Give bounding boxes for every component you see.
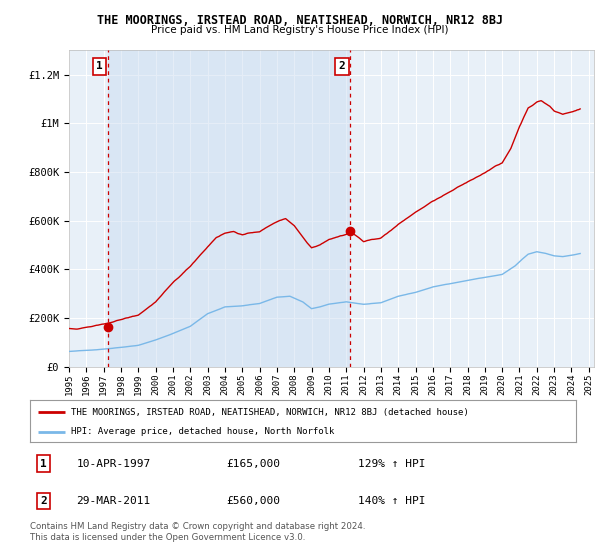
Text: THE MOORINGS, IRSTEAD ROAD, NEATISHEAD, NORWICH, NR12 8BJ: THE MOORINGS, IRSTEAD ROAD, NEATISHEAD, … (97, 14, 503, 27)
Text: Price paid vs. HM Land Registry's House Price Index (HPI): Price paid vs. HM Land Registry's House … (151, 25, 449, 35)
Text: 10-APR-1997: 10-APR-1997 (76, 459, 151, 469)
Text: HPI: Average price, detached house, North Norfolk: HPI: Average price, detached house, Nort… (71, 427, 334, 436)
Text: 129% ↑ HPI: 129% ↑ HPI (358, 459, 425, 469)
Text: 1: 1 (40, 459, 47, 469)
Text: £560,000: £560,000 (227, 496, 281, 506)
Bar (109, 50, 350, 367)
Text: 1: 1 (97, 62, 103, 72)
Text: 2: 2 (40, 496, 47, 506)
Text: £165,000: £165,000 (227, 459, 281, 469)
Text: 2: 2 (338, 62, 345, 72)
Text: THE MOORINGS, IRSTEAD ROAD, NEATISHEAD, NORWICH, NR12 8BJ (detached house): THE MOORINGS, IRSTEAD ROAD, NEATISHEAD, … (71, 408, 469, 417)
Text: Contains HM Land Registry data © Crown copyright and database right 2024.: Contains HM Land Registry data © Crown c… (30, 522, 365, 531)
Text: This data is licensed under the Open Government Licence v3.0.: This data is licensed under the Open Gov… (30, 533, 305, 542)
Text: 29-MAR-2011: 29-MAR-2011 (76, 496, 151, 506)
Text: 140% ↑ HPI: 140% ↑ HPI (358, 496, 425, 506)
